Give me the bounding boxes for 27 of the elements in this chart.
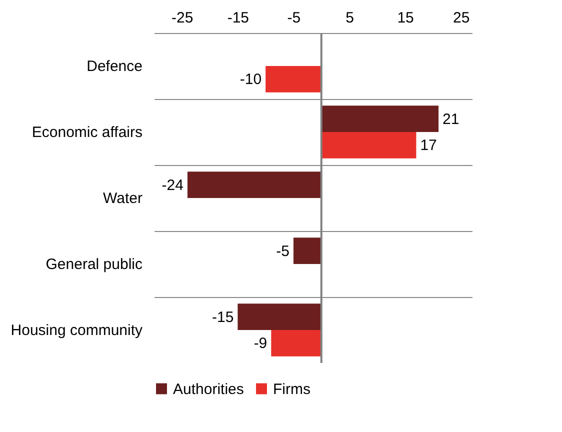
bar xyxy=(266,66,322,92)
bar xyxy=(271,330,322,356)
bar xyxy=(187,172,322,198)
legend-label: Firms xyxy=(273,380,310,398)
y-tick-label: General public xyxy=(46,256,143,273)
x-tick-label: -25 xyxy=(172,10,194,26)
x-tick-label: -5 xyxy=(287,10,301,26)
data-label: -5 xyxy=(276,242,290,260)
y-tick-label: Defence xyxy=(86,58,142,75)
x-tick-label: 5 xyxy=(346,10,354,26)
data-label: -9 xyxy=(254,335,268,352)
bar xyxy=(293,238,322,264)
x-tick-label: 25 xyxy=(453,10,470,26)
y-tick-label: Water xyxy=(103,190,142,207)
y-tick-label: Economic affairs xyxy=(32,124,142,141)
bar xyxy=(321,106,439,132)
x-tick-label: 15 xyxy=(397,10,414,26)
bar xyxy=(321,132,416,158)
x-tick-label: -15 xyxy=(227,10,250,26)
data-label: 21 xyxy=(442,110,460,128)
legend-label: Authorities xyxy=(173,380,244,398)
data-label: -15 xyxy=(212,308,234,326)
y-tick-label: Housing community xyxy=(10,322,143,339)
data-label: -10 xyxy=(240,71,262,88)
data-label: -24 xyxy=(162,176,184,194)
bar xyxy=(238,304,322,330)
data-label: 17 xyxy=(420,137,437,154)
